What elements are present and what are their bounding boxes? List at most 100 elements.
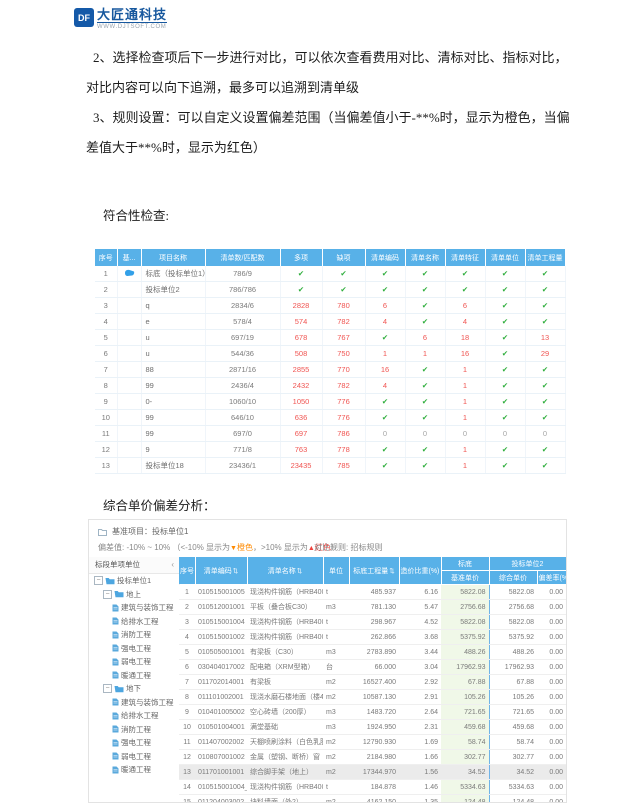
table-row[interactable]: 13 011701001001 综合脚手架（地上） m2 17344.970 1.56 34… bbox=[179, 764, 566, 780]
collapse-icon[interactable]: − bbox=[103, 684, 112, 694]
table-row[interactable]: 5 010505001001 有梁板（C30） m3 2783.890 3.44 488.2… bbox=[179, 644, 566, 660]
table-row[interactable]: 11 99 697/0 697 786 0 0 0 0 0 bbox=[95, 425, 566, 442]
tree-item-label: 建筑与装饰工程 bbox=[121, 603, 174, 613]
tree-item-leaf[interactable]: 给排水工程 bbox=[89, 615, 179, 629]
col-header-name[interactable]: 清单名称⇅ bbox=[247, 557, 324, 585]
result-cell: ✔ bbox=[525, 377, 566, 394]
check-icon: ✔ bbox=[381, 285, 389, 294]
table-row[interactable]: 6 u 544/36 508 750 1 1 16 ✔ 29 bbox=[95, 345, 566, 362]
tree-item-label: 弱电工程 bbox=[121, 751, 151, 761]
row-no: 14 bbox=[179, 779, 195, 795]
collapse-panel-icon[interactable]: ‹ bbox=[171, 560, 174, 569]
table-row[interactable]: 12010807001002金属（塑钢、断桥）窗（开...m22184.9801… bbox=[179, 749, 566, 765]
tree-item-leaf[interactable]: 暖通工程 bbox=[89, 669, 179, 683]
result-cell: ✔ bbox=[485, 361, 526, 378]
result-cell: 508 bbox=[280, 345, 323, 362]
check-icon: ✔ bbox=[501, 461, 509, 470]
tree-item-leaf[interactable]: 强电工程 bbox=[89, 642, 179, 656]
col-header-deviation[interactable]: 偏差率(%)⇅ bbox=[537, 570, 566, 585]
tree-item-leaf[interactable]: 强电工程 bbox=[89, 736, 179, 750]
list-code-cell: 010807001002 bbox=[195, 749, 247, 765]
list-name-cell: 现浇构件钢筋（HRB400，φ... bbox=[247, 629, 323, 645]
counts-cell: 646/10 bbox=[205, 409, 281, 426]
result-cell: 18 bbox=[445, 329, 486, 346]
table-row[interactable]: 15011204003002块料墙面（外2）m24162.1501.35124.… bbox=[179, 794, 566, 802]
logo-icon: DF bbox=[74, 8, 94, 27]
tree-item-leaf[interactable]: 消防工程 bbox=[89, 628, 179, 642]
sort-icon[interactable]: ⇅ bbox=[389, 567, 395, 575]
table-row[interactable]: 9 0- 1060/10 1050 776 ✔ ✔ 1 ✔ ✔ bbox=[95, 393, 566, 410]
mismatch-count: 16 bbox=[460, 349, 470, 358]
collapse-icon[interactable]: − bbox=[103, 589, 112, 599]
table-row[interactable]: 5 u 697/19 678 767 ✔ 6 18 ✔ 13 bbox=[95, 329, 566, 346]
counts-cell: 786/9 bbox=[205, 266, 281, 282]
table-row[interactable]: 13 投标单位18 23436/1 23435 785 ✔ ✔ 1 ✔ ✔ bbox=[95, 457, 566, 474]
tree-item-leaf[interactable]: 弱电工程 bbox=[89, 655, 179, 669]
sort-icon[interactable]: ⇅ bbox=[232, 567, 239, 575]
table-row[interactable]: 7 011702014001 有梁板 m2 16527.400 2.92 67.88 67.8… bbox=[179, 674, 566, 690]
tree-item-leaf[interactable]: 弱电工程 bbox=[89, 750, 179, 764]
col-header-code[interactable]: 清单编码⇅ bbox=[195, 557, 248, 585]
table-row[interactable]: 8 99 2436/4 2432 782 4 ✔ 1 ✔ ✔ bbox=[95, 377, 566, 394]
project-name-cell: 99 bbox=[141, 409, 206, 426]
result-cell: ✔ bbox=[365, 329, 406, 346]
table-row[interactable]: 4010515001002现浇构件钢筋（HRB400，φ...t262.8663… bbox=[179, 629, 566, 645]
base-flag-cell bbox=[117, 329, 142, 346]
tree-item-label: 暖通工程 bbox=[121, 765, 151, 775]
file-icon bbox=[112, 604, 119, 612]
table-row[interactable]: 8 011101002001 现浇水磨石楼地面（楼4） m2 10587.130 2.91… bbox=[179, 689, 566, 705]
table-row[interactable]: 2 投标单位2 786/786 ✔ ✔ ✔ ✔ ✔ ✔ ✔ bbox=[95, 281, 566, 298]
table-row[interactable]: 14010515001004_1现浇构件钢筋（HRB400，φ...t184.8… bbox=[179, 779, 566, 795]
counts-cell: 2871/16 bbox=[205, 361, 281, 378]
table-row[interactable]: 11011407002002天棚喷刷涂料（白色乳胶漆...m212790.930… bbox=[179, 734, 566, 750]
tree-item-label: 地上 bbox=[126, 589, 141, 599]
table-row[interactable]: 7 88 2871/16 2855 770 16 ✔ 1 ✔ ✔ bbox=[95, 361, 566, 378]
table-row[interactable]: 1010515001005现浇构件钢筋（HRB400，>...t485.9376… bbox=[179, 584, 566, 600]
result-cell: 1 bbox=[445, 377, 486, 394]
tree-item-folder[interactable]: − 地下 bbox=[89, 682, 179, 696]
row-no: 2 bbox=[95, 281, 118, 298]
base-price-cell: 67.88 bbox=[441, 674, 489, 690]
tree-item-leaf[interactable]: 建筑与装饰工程 bbox=[89, 696, 179, 710]
sort-icon[interactable]: ⇅ bbox=[296, 567, 303, 575]
table-row[interactable]: 1 标底（投标单位1） 786/9 ✔ ✔ ✔ ✔ ✔ ✔ ✔ bbox=[95, 266, 566, 282]
collapse-icon[interactable]: − bbox=[94, 576, 103, 586]
base-price-cell: 2756.68 bbox=[441, 599, 489, 615]
result-cell: 767 bbox=[322, 329, 366, 346]
mismatch-count: 767 bbox=[337, 333, 350, 342]
tree-item-leaf[interactable]: 暖通工程 bbox=[89, 763, 179, 777]
counts-cell: 23436/1 bbox=[205, 457, 281, 474]
deviation-cell: 0.00 bbox=[537, 689, 566, 705]
list-code-cell: 010401005002 bbox=[195, 704, 247, 720]
table-row[interactable]: 6 030404017002 配电箱（XRM型箱）台 66.000 3.04 17962.… bbox=[179, 659, 566, 675]
qty-cell: 1924.950 bbox=[349, 719, 399, 735]
check-icon: ✔ bbox=[501, 301, 509, 310]
col-header-qty[interactable]: 标底工程量⇅ bbox=[349, 557, 400, 585]
tree-item-folder[interactable]: − 投标单位1 bbox=[89, 574, 179, 588]
tree-item-folder[interactable]: − 地上 bbox=[89, 588, 179, 602]
result-cell: 4 bbox=[365, 377, 406, 394]
tree-item-label: 消防工程 bbox=[121, 724, 151, 734]
table-row[interactable]: 9 010401005002 空心砖墙（200厚） m3 1483.720 2.64 721… bbox=[179, 704, 566, 720]
qty-cell: 184.878 bbox=[349, 779, 399, 795]
project-name-cell: 88 bbox=[141, 361, 206, 378]
table-row[interactable]: 3 q 2834/6 2828 780 6 ✔ 6 ✔ ✔ bbox=[95, 297, 566, 314]
table-row[interactable]: 10 99 646/10 636 776 ✔ ✔ 1 ✔ ✔ bbox=[95, 409, 566, 426]
mismatch-count: 1 bbox=[462, 413, 468, 422]
tree-item-leaf[interactable]: 给排水工程 bbox=[89, 709, 179, 723]
result-cell: ✔ bbox=[445, 266, 486, 282]
table-row[interactable]: 10 010501004001 满堂基础 m3 1924.950 2.31 459.68 45… bbox=[179, 719, 566, 735]
deviation-cell: 0.00 bbox=[537, 794, 566, 802]
base-price-cell: 5334.63 bbox=[441, 779, 489, 795]
table-row[interactable]: 4 e 578/4 574 782 4 ✔ 4 ✔ ✔ bbox=[95, 313, 566, 330]
result-cell: ✔ bbox=[485, 441, 526, 458]
table-row[interactable]: 12 9 771/8 763 778 ✔ ✔ 1 ✔ ✔ bbox=[95, 441, 566, 458]
mismatch-count: 782 bbox=[337, 381, 350, 390]
col-header-ratio[interactable]: 造价比重(%)⇅ bbox=[399, 557, 442, 585]
tree-item-leaf[interactable]: 消防工程 bbox=[89, 723, 179, 737]
table-row[interactable]: 3010515001004现浇构件钢筋（HRB400，>...t298.9674… bbox=[179, 614, 566, 630]
list-name-cell: 块料墙面（外2） bbox=[247, 794, 323, 802]
base-price-cell: 302.77 bbox=[441, 749, 489, 765]
table-row[interactable]: 2 010512001001 平板（叠合板C30） m3 781.130 5.47 2756… bbox=[179, 599, 566, 615]
tree-item-leaf[interactable]: 建筑与装饰工程 bbox=[89, 601, 179, 615]
